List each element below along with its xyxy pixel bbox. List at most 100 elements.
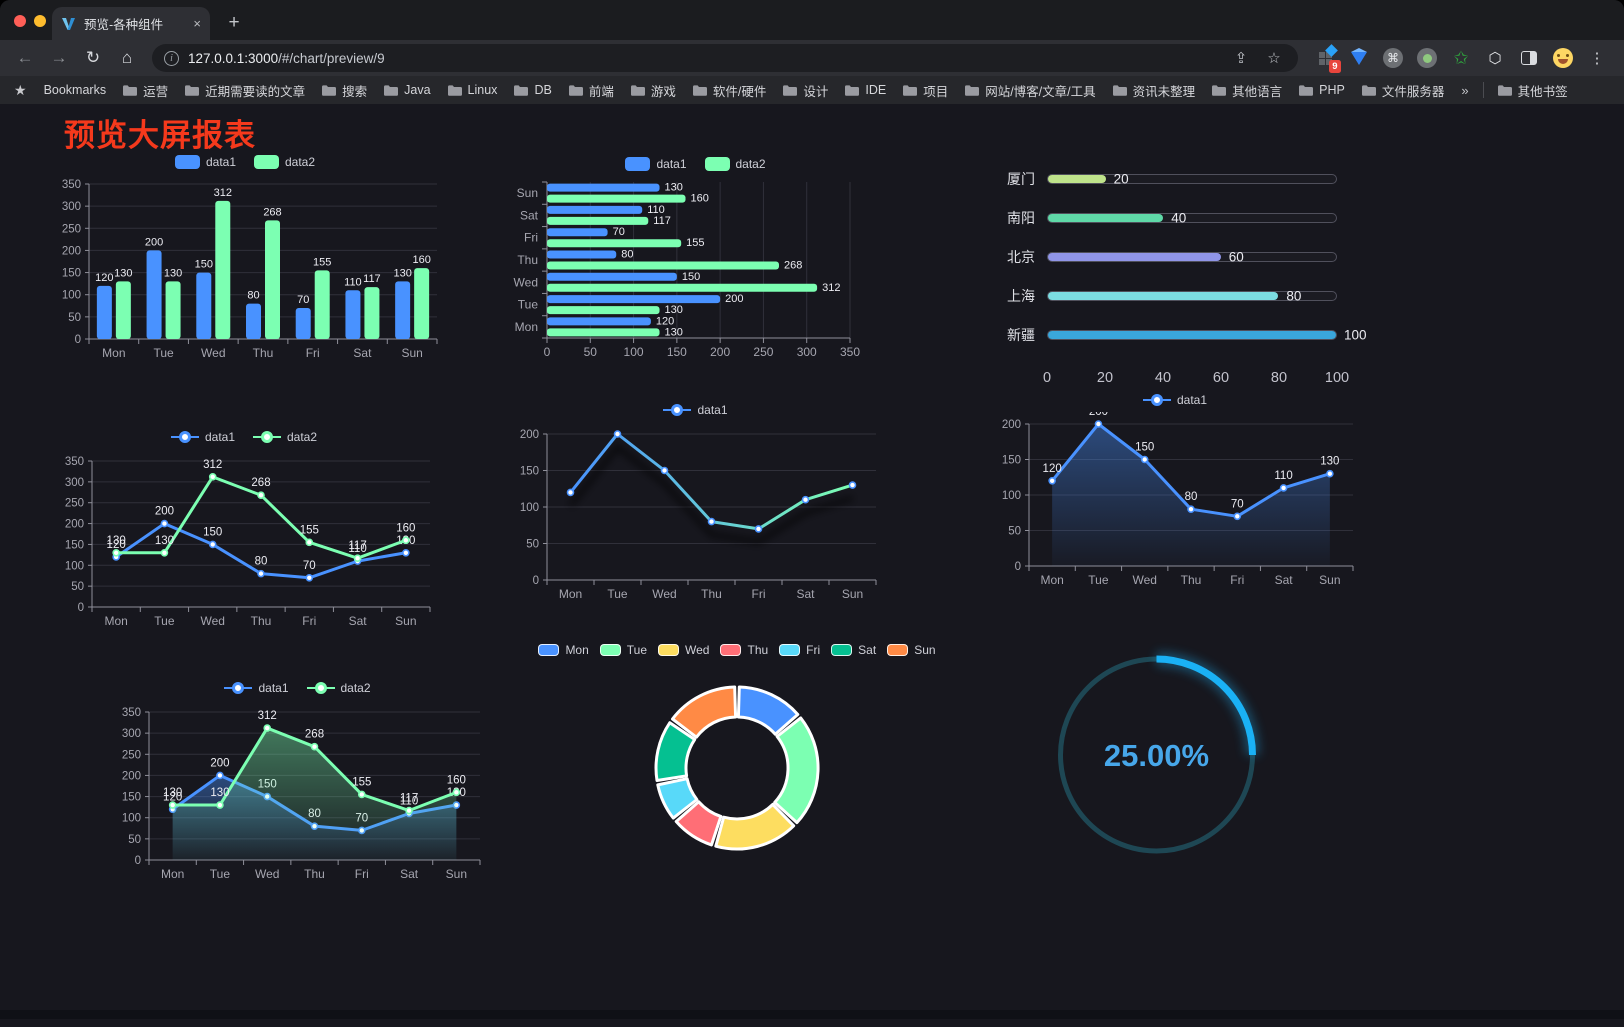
svg-text:110: 110 [400, 795, 418, 807]
other-bookmarks-folder[interactable]: 其他书签 [1497, 81, 1568, 100]
svg-text:80: 80 [1185, 491, 1198, 503]
site-info-icon[interactable]: i [164, 50, 179, 66]
bookmark-folder[interactable]: 游戏 [630, 81, 676, 100]
svg-text:80: 80 [621, 249, 633, 261]
bookmark-folder[interactable]: 近期需要读的文章 [185, 81, 305, 100]
back-icon[interactable]: ← [16, 48, 34, 67]
bookmark-folder[interactable]: 软件/硬件 [692, 81, 766, 100]
forward-icon[interactable]: → [50, 48, 68, 67]
folder-icon [630, 84, 645, 96]
progress-value: 20 [1113, 171, 1129, 186]
bookmark-star-icon[interactable]: ☆ [1267, 50, 1281, 67]
bookmark-folder[interactable]: 项目 [903, 81, 948, 100]
gauge-value: 25.00% [1104, 738, 1209, 773]
legend-item[interactable]: Sat [831, 643, 876, 657]
svg-text:130: 130 [163, 787, 182, 799]
progress-label: 新疆 [1007, 326, 1035, 343]
green-star-extension-icon[interactable]: ✩ [1453, 48, 1469, 68]
bookmark-folder[interactable]: 设计 [783, 81, 828, 100]
bookmarks-bar: ★ Bookmarks 运营 近期需要读的文章 搜索 Java Linux DB… [0, 76, 1624, 104]
folder-icon [514, 84, 529, 96]
folder-icon [965, 84, 980, 96]
svg-text:Sun: Sun [401, 346, 422, 360]
legend-item[interactable]: Wed [658, 643, 709, 657]
legend-item[interactable]: Mon [538, 643, 589, 657]
folder-icon [447, 84, 462, 96]
svg-text:110: 110 [348, 543, 366, 555]
legend-item[interactable]: Tue [599, 643, 647, 657]
legend-item[interactable]: Sun [887, 643, 936, 657]
svg-text:Wed: Wed [514, 275, 538, 289]
bookmark-folder[interactable]: 搜索 [322, 81, 367, 100]
bookmarks-star-icon: ★ [14, 81, 27, 98]
command-extension-icon[interactable]: ⌘ [1382, 47, 1404, 69]
bookmark-folder[interactable]: 资讯未整理 [1112, 81, 1195, 100]
bookmark-folder[interactable]: Java [384, 81, 431, 100]
svg-text:Wed: Wed [200, 614, 224, 628]
svg-text:50: 50 [68, 312, 81, 324]
legend-item[interactable]: data2 [306, 681, 371, 695]
svg-text:312: 312 [258, 710, 277, 722]
emoji-profile-icon[interactable] [1552, 47, 1574, 69]
svg-text:Mon: Mon [559, 587, 582, 601]
reload-icon[interactable]: ↻ [85, 48, 101, 67]
folder-icon [1299, 84, 1314, 96]
tab-close-icon[interactable]: × [193, 16, 201, 31]
legend-item[interactable]: data1 [174, 155, 236, 169]
browser-tab[interactable]: 预览-各种组件 × [52, 7, 210, 40]
folder-icon [568, 84, 583, 96]
recorder-extension-icon[interactable] [1416, 47, 1438, 69]
legend-item[interactable]: data1 [224, 681, 289, 695]
svg-text:Wed: Wed [1132, 573, 1156, 587]
address-bar[interactable]: i 127.0.0.1:3000/#/chart/preview/9 ⇪ ☆ [152, 44, 1298, 72]
bookmark-folder[interactable]: Linux [447, 81, 497, 100]
progress-row: 新疆 100 [993, 315, 1367, 354]
home-icon[interactable]: ⌂ [121, 48, 133, 67]
new-tab-button[interactable]: + [228, 12, 240, 33]
legend-item[interactable]: data2 [704, 157, 766, 171]
svg-text:150: 150 [122, 792, 141, 804]
svg-text:80: 80 [247, 290, 259, 302]
legend-item[interactable]: data1 [663, 403, 728, 417]
svg-text:Sat: Sat [1275, 573, 1294, 587]
pie-slice [654, 721, 697, 782]
bookmark-folder[interactable]: DB [514, 81, 552, 100]
svg-text:100: 100 [65, 560, 84, 572]
tab-manager-extension-icon[interactable]: 9 [1314, 44, 1341, 73]
bookmark-folder[interactable]: 运营 [123, 81, 168, 100]
gem-extension-icon[interactable] [1348, 47, 1370, 69]
legend-item[interactable]: data1 [625, 157, 687, 171]
legend-item[interactable]: data2 [253, 430, 317, 444]
legend-item[interactable]: data2 [254, 155, 315, 169]
bookmark-folder[interactable]: IDE [845, 81, 886, 100]
svg-text:120: 120 [107, 539, 126, 551]
close-window-button[interactable] [14, 15, 26, 27]
legend-item[interactable]: data1 [1142, 393, 1207, 407]
svg-text:160: 160 [412, 254, 430, 266]
browser-menu-icon[interactable]: ⋮ [1589, 50, 1605, 67]
share-icon[interactable]: ⇪ [1234, 50, 1248, 67]
svg-text:160: 160 [396, 522, 415, 534]
gradient-line-chart: data1 0 50 100 150 200 Mon Tue Wed Thu Fri Sat Sun [503, 398, 888, 610]
svg-text:200: 200 [155, 506, 174, 518]
bookmarks-overflow-chevron[interactable]: » [1461, 82, 1469, 98]
side-panel-icon[interactable] [1518, 47, 1540, 69]
svg-text:312: 312 [214, 187, 232, 199]
city-progress-chart: 厦门 20 南阳 40 北京 60 上海 80 新疆 1 [993, 158, 1367, 388]
folder-icon [123, 84, 138, 96]
page-title: 预览大屏报表 [64, 118, 256, 153]
svg-text:117: 117 [348, 540, 366, 552]
bookmark-folder[interactable]: 其他语言 [1212, 81, 1282, 100]
bookmark-folder[interactable]: 文件服务器 [1361, 81, 1444, 100]
legend-item[interactable]: data1 [170, 430, 235, 444]
legend-item[interactable]: Thu [720, 643, 768, 657]
puzzle-extensions-icon[interactable]: ⬡ [1488, 50, 1502, 67]
legend-item[interactable]: Fri [779, 643, 820, 657]
bookmark-folder[interactable]: 网站/博客/文章/工具 [965, 81, 1096, 100]
bookmark-folder[interactable]: 前端 [568, 81, 614, 100]
minimize-window-button[interactable] [34, 15, 46, 27]
bookmark-folder[interactable]: PHP [1299, 81, 1345, 100]
svg-text:Sat: Sat [353, 346, 372, 360]
svg-text:50: 50 [1008, 526, 1021, 538]
svg-text:130: 130 [665, 326, 683, 338]
